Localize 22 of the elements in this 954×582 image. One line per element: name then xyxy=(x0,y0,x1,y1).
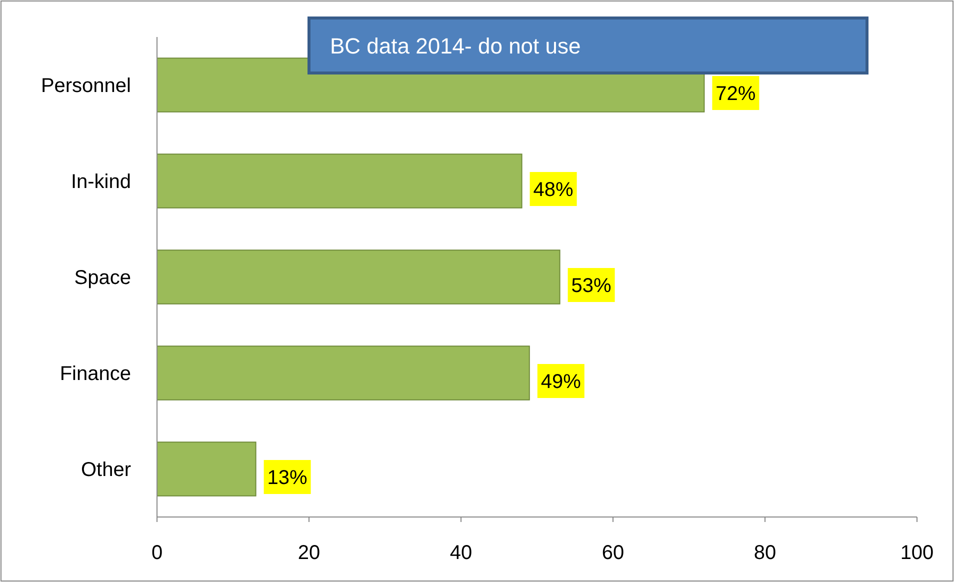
y-tick-label: Other xyxy=(80,459,132,481)
data-label: 48% xyxy=(533,179,574,201)
y-tick-label: In-kind xyxy=(70,171,131,193)
data-label: 49% xyxy=(540,371,582,393)
bar xyxy=(156,250,560,304)
annotation: BC data 2014- do not use xyxy=(330,34,581,59)
x-tick-label: 100 xyxy=(900,542,934,564)
note-box: BC data 2014- do not use xyxy=(308,16,868,74)
bar xyxy=(156,346,530,400)
data-label: 53% xyxy=(571,275,612,297)
x-tick-label: 20 xyxy=(298,542,320,564)
y-tick-label: Personnel xyxy=(40,75,131,97)
bar xyxy=(156,442,256,496)
data-label: 13% xyxy=(267,467,308,489)
x-tick-label: 60 xyxy=(602,542,624,564)
bar xyxy=(156,154,522,208)
x-tick-label: 40 xyxy=(450,542,472,564)
y-tick-label: Finance xyxy=(60,363,131,385)
x-tick-label: 80 xyxy=(754,542,776,564)
data-label: 72% xyxy=(716,83,756,105)
x-tick-label: 0 xyxy=(151,542,163,564)
y-tick-label: Space xyxy=(74,267,131,289)
